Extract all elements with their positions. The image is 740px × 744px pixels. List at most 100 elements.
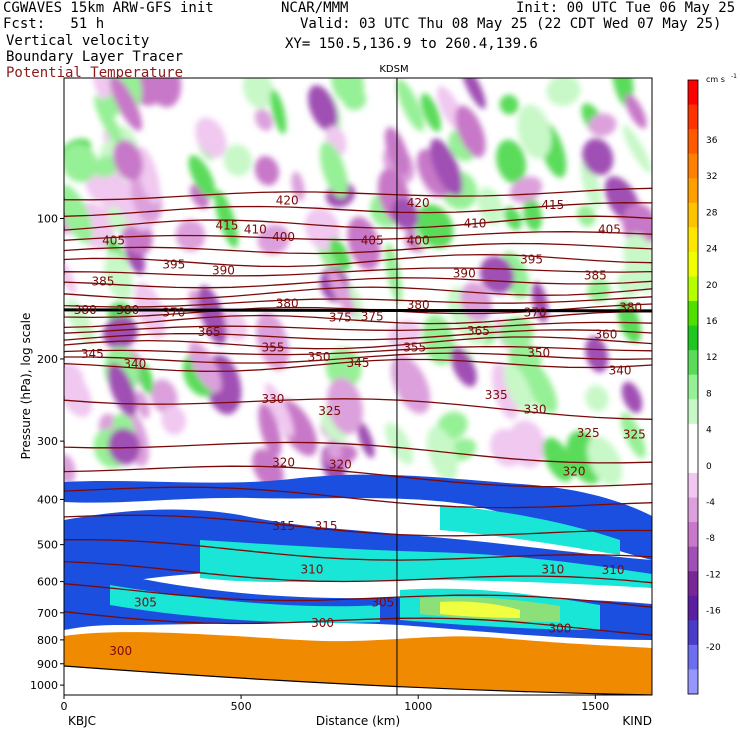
theta-contour (64, 277, 652, 289)
vertical-velocity-cell (319, 141, 348, 199)
theta-label: 400 (407, 233, 430, 247)
theta-label: 395 (520, 252, 543, 266)
theta-contour (64, 329, 652, 341)
vertical-velocity-cell (588, 113, 617, 137)
colorbar-label: 32 (706, 172, 717, 182)
theta-contour (64, 465, 652, 488)
colorbar: 36 32 28 24 20 16 12 8 4 0 -4 -8 -12 -16 -20 (687, 79, 721, 695)
vertical-velocity-cell (330, 78, 365, 105)
vertical-velocity-cell (139, 363, 154, 395)
colorbar-swatch (688, 546, 698, 572)
theta-label: 325 (623, 428, 646, 442)
theta-label: 410 (244, 222, 267, 236)
theta-label: 320 (563, 464, 586, 478)
theta-label: 310 (602, 563, 625, 577)
theta-label: 385 (92, 274, 115, 288)
colorbar-swatch (688, 497, 698, 523)
theta-label: 380 (116, 303, 139, 317)
theta-contour (64, 583, 652, 608)
x-tick-label: 500 (231, 700, 252, 713)
theta-contour (64, 441, 652, 464)
vertical-velocity-cell (64, 143, 98, 183)
colorbar-swatch (688, 325, 698, 351)
vertical-velocity-cell (214, 190, 239, 248)
marker-station-label: KDSM (379, 64, 408, 75)
theta-label: 400 (272, 230, 295, 244)
vertical-velocity-cell (110, 78, 143, 131)
vertical-velocity-cell (307, 85, 338, 132)
colorbar-swatch (688, 350, 698, 376)
vertical-velocity-cell (450, 347, 477, 387)
colorbar-swatch (688, 178, 698, 204)
theta-label: 385 (584, 268, 607, 282)
theta-label: 315 (272, 519, 295, 533)
vertical-velocity-cell (455, 105, 486, 158)
theta-label: 305 (134, 595, 157, 609)
vertical-velocity-cell (542, 437, 574, 482)
organization-label: NCAR/MMM (281, 0, 349, 16)
colorbar-label: -8 (706, 534, 715, 544)
theta-label: 375 (329, 311, 352, 325)
vertical-velocity-cell (479, 255, 515, 294)
vertical-velocity-cell (523, 197, 543, 232)
vertical-velocity-cell (429, 138, 463, 197)
vertical-velocity-cell (64, 454, 76, 485)
y-tick-label: 400 (37, 493, 58, 506)
y-tick-label: 900 (37, 658, 58, 671)
theta-label: 345 (81, 347, 104, 361)
vertical-velocity-cell (195, 117, 227, 158)
colorbar-swatch (688, 202, 698, 228)
vertical-velocity-cell (420, 93, 442, 132)
theta-label: 415 (541, 198, 564, 212)
vertical-velocity-cell (197, 285, 227, 345)
colorbar-swatch (688, 669, 698, 695)
theta-label: 330 (524, 403, 547, 417)
theta-label: 365 (198, 325, 221, 339)
plot-frame (63, 77, 653, 696)
theta-contour (64, 358, 652, 372)
init-time: Init: 00 UTC Tue 06 May 25 (516, 0, 736, 16)
vertical-velocity-cell (620, 412, 646, 459)
vertical-velocity-cell (161, 405, 186, 435)
theta-contours (64, 187, 652, 636)
vertical-velocity-cell (503, 363, 534, 415)
theta-label: 420 (276, 194, 299, 208)
theta-label: 325 (318, 404, 341, 418)
theta-label: 390 (453, 267, 476, 281)
theta-label: 340 (609, 364, 632, 378)
vertical-velocity-cell (254, 108, 273, 131)
colorbar-label: 8 (706, 389, 712, 399)
theta-label: 375 (361, 309, 384, 323)
vertical-velocity-cell (150, 379, 178, 414)
theta-label: 355 (262, 341, 285, 355)
colorbar-swatch (688, 129, 698, 155)
theta-contour (64, 560, 652, 584)
vertical-velocity-cell (94, 156, 118, 178)
colorbar-label: -12 (706, 570, 721, 580)
vertical-velocity-cell (242, 78, 274, 109)
colorbar-unit-exponent: -1 (731, 73, 737, 80)
vertical-velocity-cell (519, 356, 558, 414)
theta-label: 345 (347, 356, 370, 370)
y-tick-label: 500 (37, 539, 58, 552)
vertical-velocity-cell (587, 278, 611, 303)
theta-label: 380 (276, 297, 299, 311)
vertical-velocity-cell (188, 155, 216, 198)
field-layer: 420 420 415 415 405 400 405 410 410 405 400 395 395 3… (64, 78, 652, 695)
vertical-velocity-cell (385, 422, 414, 465)
forecast-hour: Fcst: 51 h (3, 16, 105, 32)
y-tick-label: 1000 (30, 679, 58, 692)
theta-label: 370 (162, 306, 185, 320)
theta-label: 380 (74, 303, 97, 317)
vertical-velocity-cell (622, 125, 652, 174)
y-tick-label: 100 (37, 212, 58, 225)
x-tick-label: 1000 (404, 700, 432, 713)
colorbar-swatch (688, 522, 698, 548)
vertical-velocity-cell (461, 78, 486, 109)
vertical-velocity-cell (357, 421, 375, 459)
theta-contour (64, 296, 652, 308)
field-boundary-layer-tracer: Boundary Layer Tracer (6, 49, 184, 65)
colorbar-swatch (688, 448, 698, 474)
colorbar-swatch (688, 104, 698, 130)
vertical-velocity-cell (391, 355, 431, 414)
